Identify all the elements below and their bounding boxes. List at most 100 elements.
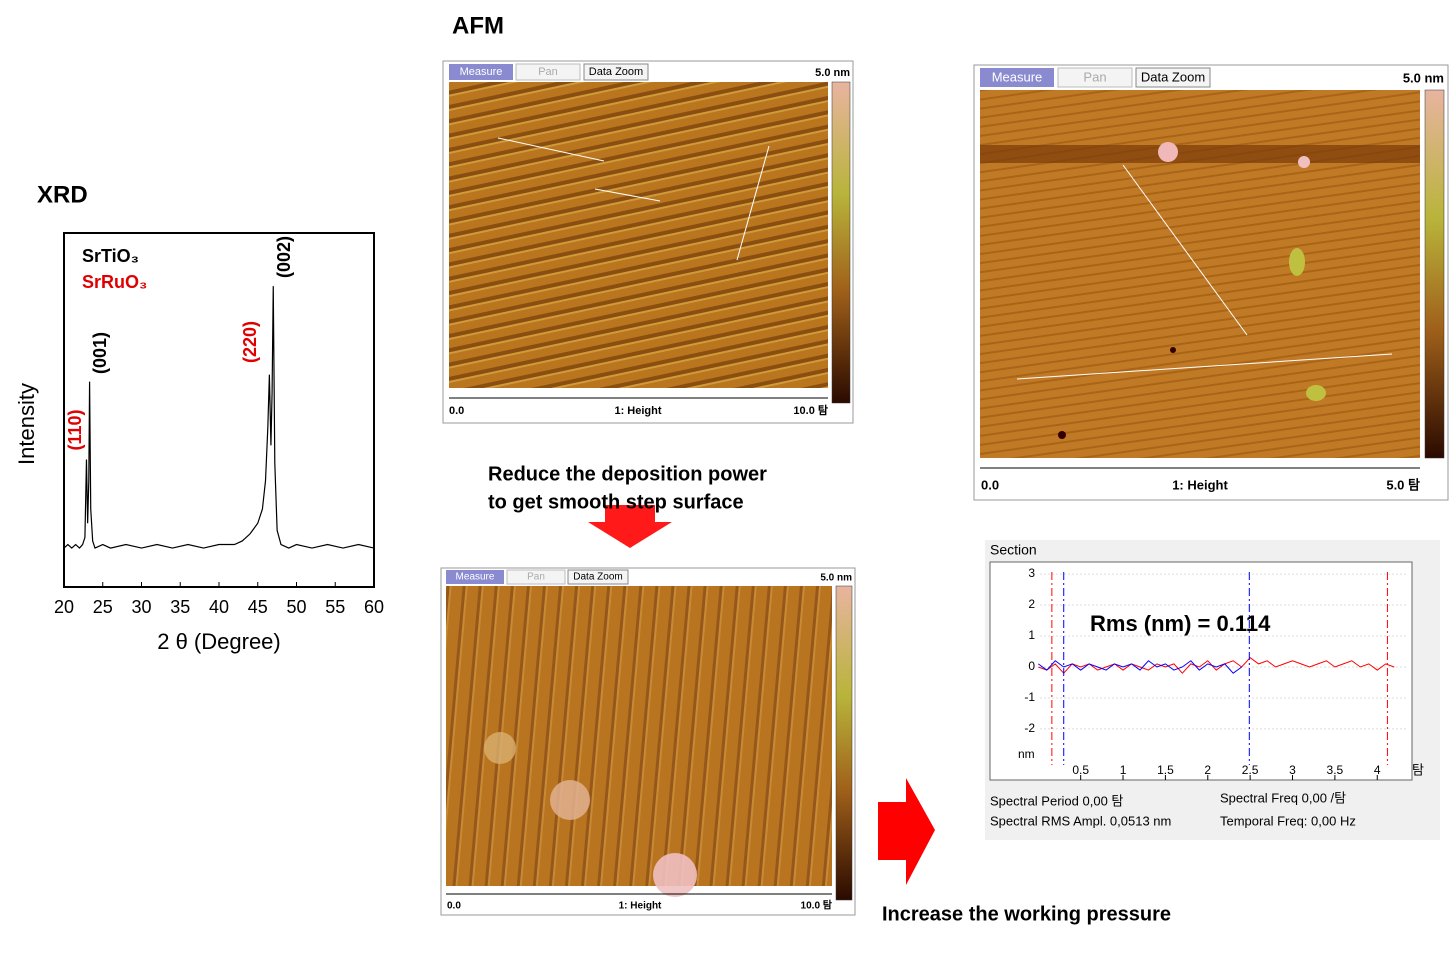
tool-button[interactable] <box>449 64 513 80</box>
measure-line <box>497 137 605 162</box>
tool-label: Measure <box>460 66 503 78</box>
x-tick-label: 3 <box>1289 763 1296 777</box>
x-start: 0.0 <box>981 477 999 492</box>
x-tick-label: 55 <box>325 597 345 617</box>
y-tick-label: -2 <box>1024 721 1035 735</box>
particle <box>1158 142 1178 162</box>
afm-panel: Measure Pan Data Zoom 5.0 nm 0.0 1: Heig… <box>440 567 856 916</box>
x-tick-label: 60 <box>364 597 384 617</box>
scale-max: 5.0 nm <box>1403 70 1444 85</box>
tool-label: Measure <box>992 69 1043 84</box>
measure-line <box>736 145 770 261</box>
peak-label: (220) <box>240 321 260 363</box>
measure-line <box>1122 164 1248 336</box>
y-tick-label: -1 <box>1024 690 1035 704</box>
plot-frame <box>989 561 1413 781</box>
particle <box>1298 156 1310 168</box>
x-tick-label: 25 <box>93 597 113 617</box>
info: Temporal Freq: 0,00 Hz <box>1220 813 1356 828</box>
tool-button[interactable] <box>567 569 629 585</box>
particle <box>1306 385 1326 401</box>
x-unit: 탐 <box>1412 762 1424 777</box>
info: Spectral Freq 0,00 /탐 <box>1220 790 1346 805</box>
x-tick-label: 45 <box>248 597 268 617</box>
tool-button[interactable] <box>1135 67 1211 88</box>
legend-label: SrTiO₃ <box>82 246 139 266</box>
afm-panel: Measure Pan Data Zoom 5.0 nm 0.0 1: Heig… <box>973 64 1449 501</box>
tool-label: Pan <box>527 572 545 583</box>
arrow-right <box>878 778 935 885</box>
note: Increase the working pressure <box>882 903 1171 925</box>
x-tick-label: 20 <box>54 597 74 617</box>
tool-label: Measure <box>456 572 495 583</box>
x-end: 10.0 탐 <box>793 404 828 417</box>
x-tick-label: 2.5 <box>1242 763 1259 777</box>
particle <box>1289 248 1305 276</box>
y-tick-label: 3 <box>1028 566 1035 580</box>
data-line <box>1038 657 1395 674</box>
measure-line <box>1016 353 1393 380</box>
x-tick-label: 2 <box>1204 763 1211 777</box>
tool-label: Data Zoom <box>1141 69 1205 84</box>
tool-button[interactable] <box>980 68 1054 87</box>
y-tick-label: 1 <box>1028 628 1035 642</box>
tool-button[interactable] <box>583 63 649 81</box>
tool-label: Pan <box>1083 69 1106 84</box>
x-tick-label: 35 <box>170 597 190 617</box>
peak-label: (110) <box>65 409 85 450</box>
x-tick-label: 3.5 <box>1327 763 1344 777</box>
x-axis-label: 2 θ (Degree) <box>157 629 281 654</box>
data-line <box>1038 660 1242 674</box>
scale-max: 5.0 nm <box>815 67 850 79</box>
channel: 1: Height <box>1172 477 1228 492</box>
x-end: 5.0 탐 <box>1386 477 1420 492</box>
legend-label: SrRuO₃ <box>82 272 147 292</box>
x-tick-label: 0.5 <box>1072 763 1089 777</box>
tool-button[interactable] <box>515 63 581 81</box>
measure-line <box>594 188 661 202</box>
x-start: 0.0 <box>449 405 464 417</box>
pit <box>1058 431 1066 439</box>
tool-label: Pan <box>538 66 558 78</box>
color-bar <box>1424 89 1445 459</box>
x-tick-label: 30 <box>131 597 151 617</box>
scale-max: 5.0 nm <box>820 573 852 584</box>
x-tick-label: 4 <box>1374 763 1381 777</box>
tool-label: Data Zoom <box>573 572 622 583</box>
pit <box>1170 347 1176 353</box>
section-panel: Section Rms (nm) = 0.114 nm 탐 Spectral P… <box>985 540 1440 840</box>
rms-label: Rms (nm) = 0.114 <box>1090 611 1271 636</box>
y-tick-label: 0 <box>1028 659 1035 673</box>
note: Reduce the deposition power <box>488 463 767 485</box>
info: Spectral Period 0,00 탐 <box>990 793 1123 808</box>
x-tick-label: 1 <box>1120 763 1127 777</box>
x-tick-label: 50 <box>286 597 306 617</box>
x-start: 0.0 <box>447 901 461 912</box>
afm-panel: Measure Pan Data Zoom 5.0 nm 0.0 1: Heig… <box>442 60 854 424</box>
info: Spectral RMS Ampl. 0,0513 nm <box>990 813 1171 828</box>
note: to get smooth step surface <box>488 491 744 513</box>
tool-button[interactable] <box>506 569 566 585</box>
island <box>653 853 697 897</box>
x-end: 10.0 탐 <box>801 900 833 912</box>
data-line <box>63 286 375 549</box>
channel: 1: Height <box>619 901 662 912</box>
channel: 1: Height <box>614 405 661 417</box>
scan-streak <box>980 145 1420 163</box>
y-tick-label: 2 <box>1028 597 1035 611</box>
y-axis-label: Intensity <box>14 383 39 465</box>
x-tick-label: 1.5 <box>1157 763 1174 777</box>
tool-button[interactable] <box>1057 67 1133 88</box>
y-unit: nm <box>1018 747 1035 761</box>
tool-button[interactable] <box>446 570 504 584</box>
afm-image <box>449 82 828 388</box>
tool-label: Data Zoom <box>589 66 643 78</box>
peak-label: (001) <box>90 332 110 374</box>
island <box>550 780 590 820</box>
xrd-heading: XRD <box>37 181 88 208</box>
arrow-down <box>588 505 672 548</box>
section-title: Section <box>990 542 1037 558</box>
color-bar <box>831 81 851 404</box>
xrd-chart: SrTiO₃ SrRuO₃ (110) (001) (220) (002) In… <box>14 232 384 654</box>
